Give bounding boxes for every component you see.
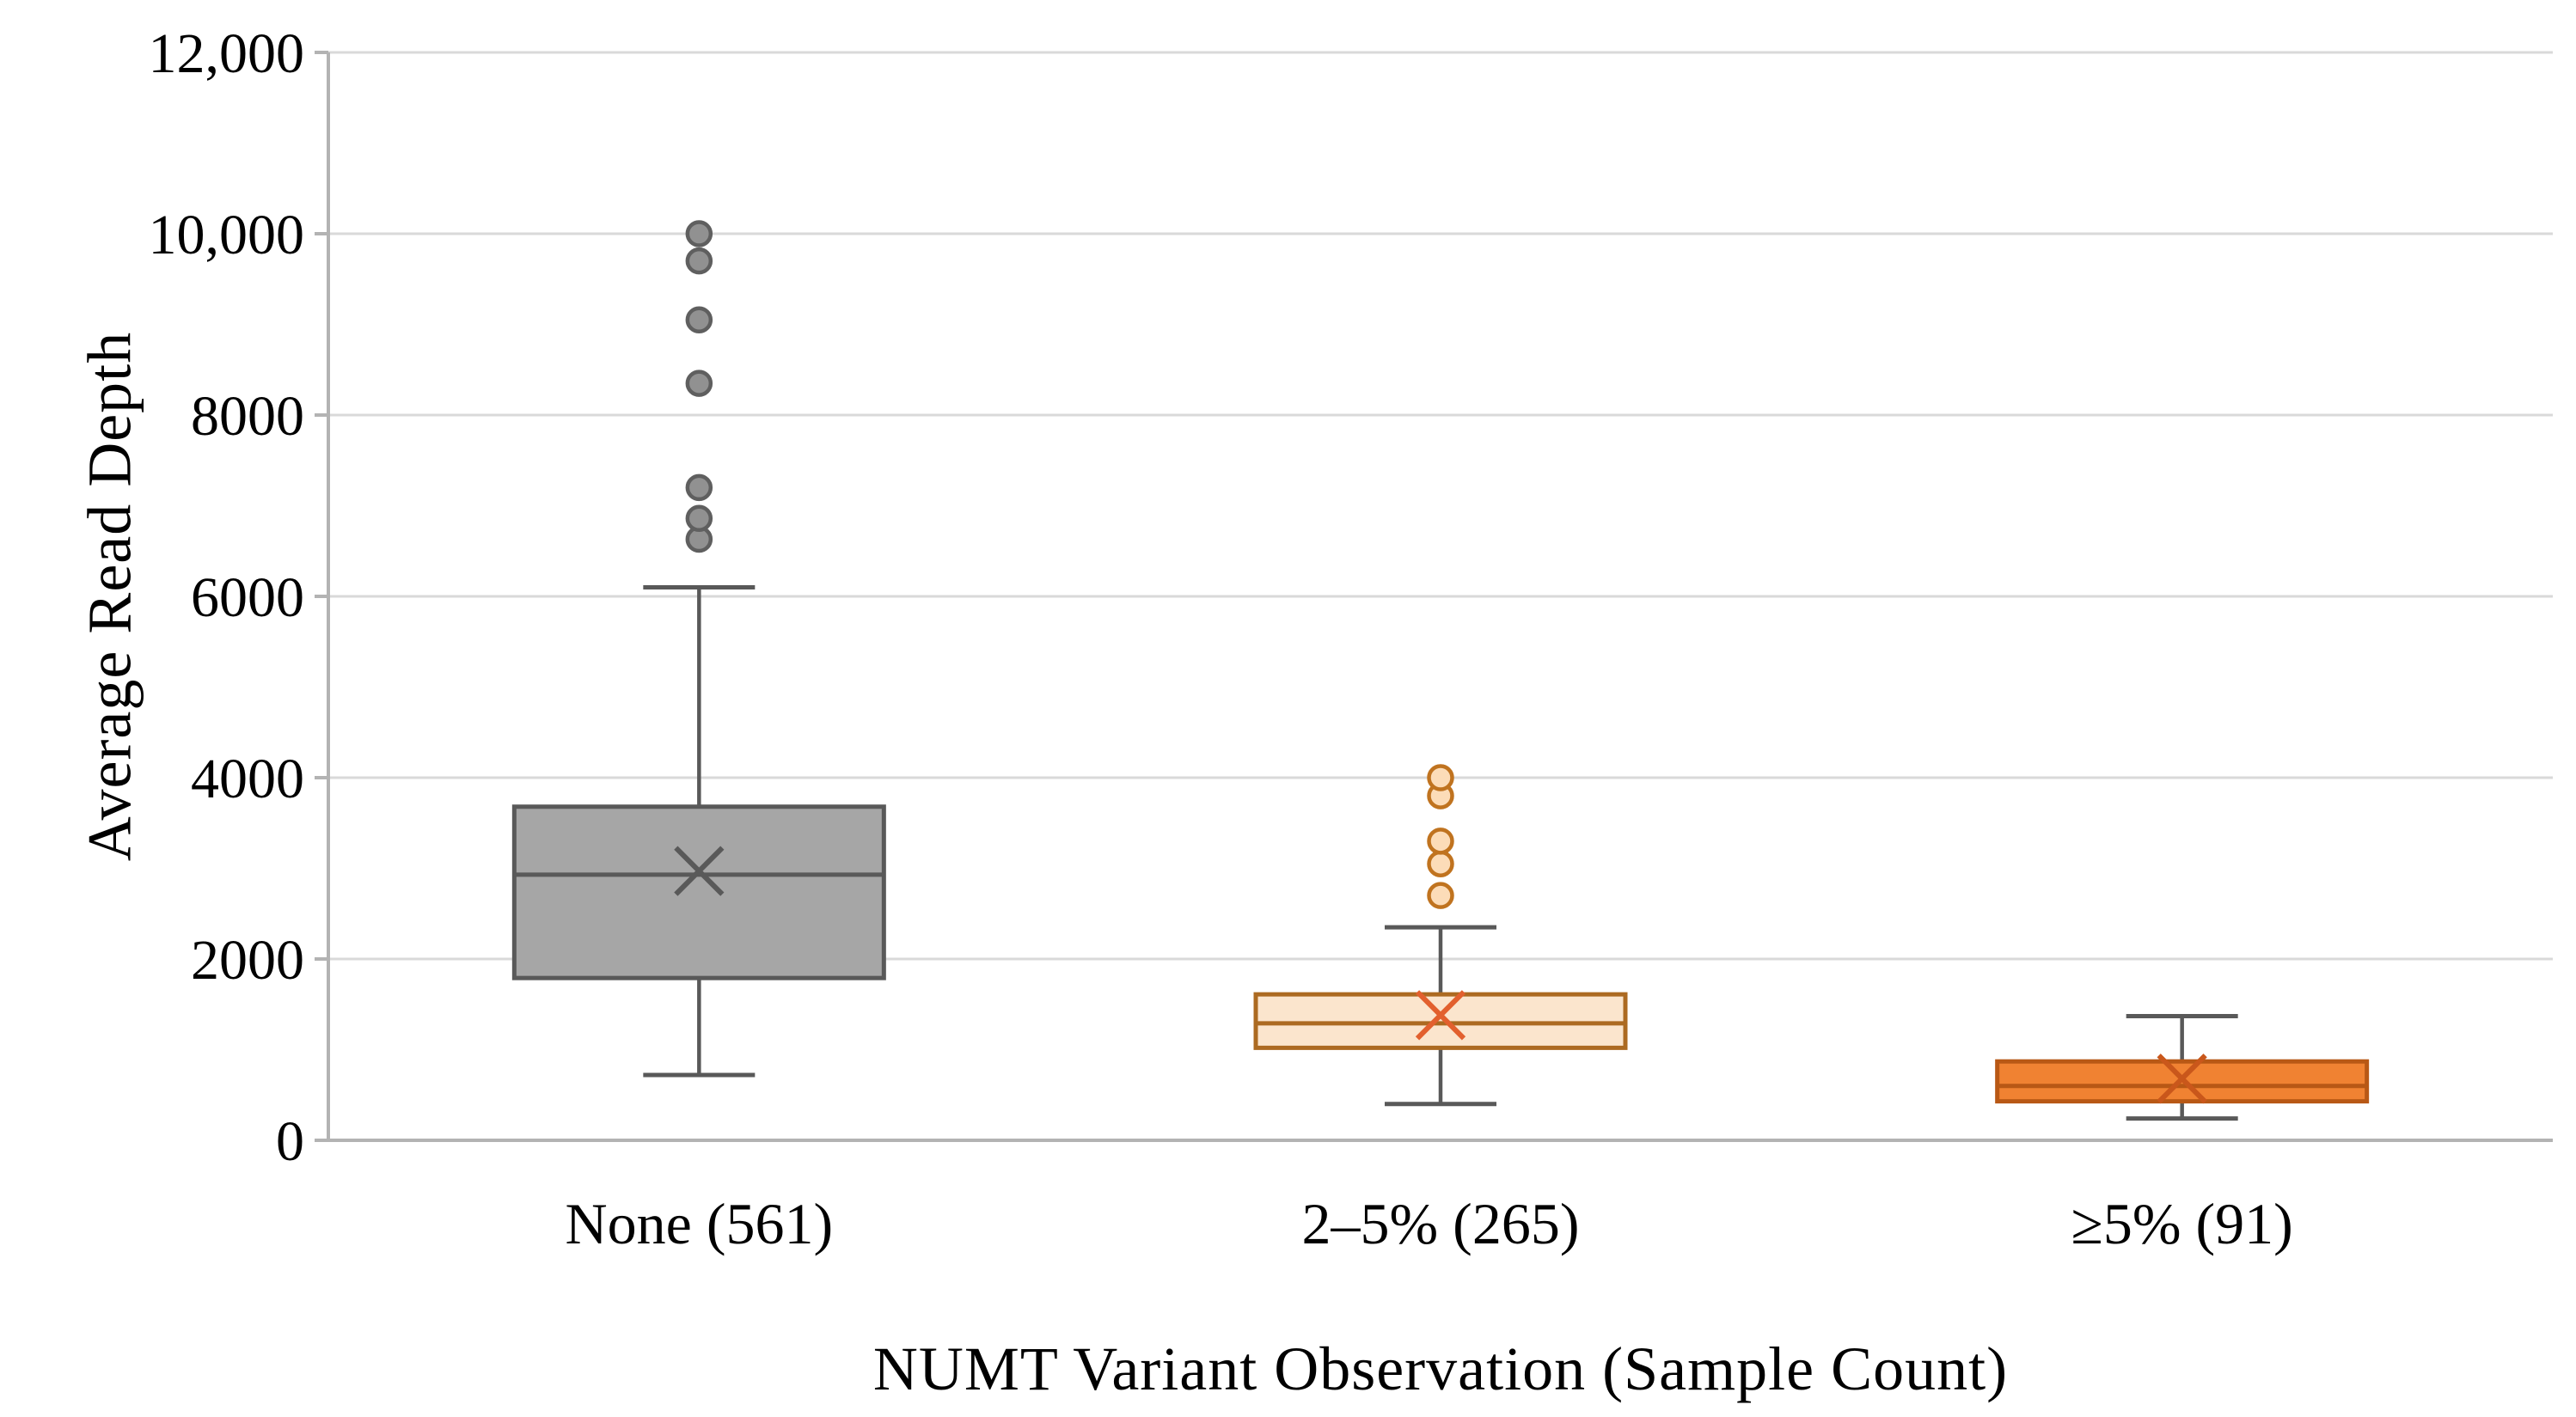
outlier-0-2 [685, 473, 713, 502]
mean-marker-1 [1415, 990, 1466, 1041]
outlier-0-4 [685, 306, 713, 333]
y-tick-label-0: 0 [276, 1110, 304, 1173]
outlier-0-6 [685, 220, 713, 247]
y-tick-label-12000: 12,000 [149, 22, 305, 85]
x-axis-title: NUMT Variant Observation (Sample Count) [872, 1335, 2009, 1403]
mean-marker-0 [674, 846, 725, 896]
y-tick-label-6000: 6000 [191, 566, 304, 629]
iqr-box-2 [1995, 1059, 2370, 1104]
outlier-1-2 [1427, 828, 1454, 855]
outlier-1-4 [1427, 764, 1454, 791]
mean-marker-2 [2157, 1054, 2207, 1104]
y-tick-label-8000: 8000 [191, 385, 304, 448]
y-axis-title: Average Read Depth [75, 331, 144, 862]
outlier-0-3 [685, 370, 713, 397]
x-category-label-2: ≥5% (91) [2071, 1191, 2293, 1256]
y-tick-label-10000: 10,000 [149, 204, 305, 266]
outlier-0-1 [685, 504, 713, 533]
outlier-1-0 [1427, 882, 1454, 909]
outlier-0-5 [685, 247, 713, 275]
x-category-label-0: None (561) [566, 1191, 834, 1256]
y-tick-label-2000: 2000 [191, 929, 304, 992]
y-tick-label-4000: 4000 [191, 748, 304, 810]
outlier-1-1 [1427, 850, 1454, 877]
iqr-box-1 [1253, 992, 1628, 1050]
iqr-box-0 [511, 804, 886, 980]
x-category-label-1: 2–5% (265) [1302, 1191, 1580, 1256]
